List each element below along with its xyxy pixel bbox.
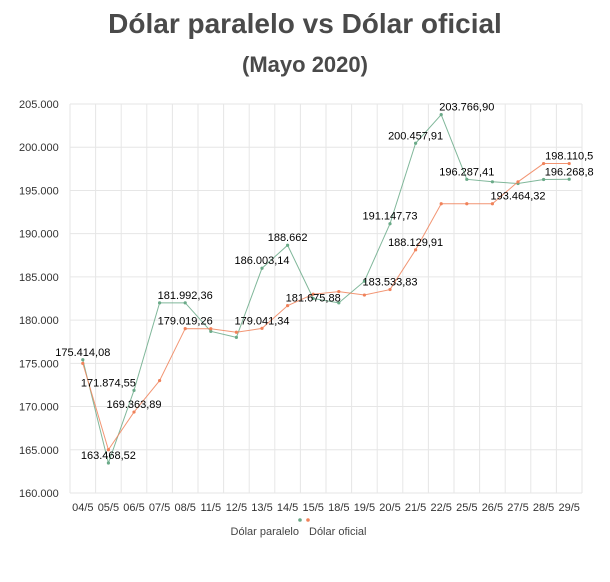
data-label: 198.110,5 [545, 151, 593, 163]
series-line-0 [82, 113, 570, 465]
y-tick-label: 170.000 [19, 402, 59, 414]
x-tick-label: 28/5 [533, 502, 554, 514]
y-tick-label: 175.000 [19, 358, 59, 370]
data-label: 171.874,55 [81, 377, 136, 389]
x-tick-label: 19/5 [354, 502, 375, 514]
data-point [439, 113, 443, 117]
x-tick-label: 29/5 [558, 502, 579, 514]
data-point [132, 388, 136, 392]
data-label: 186.003,14 [234, 255, 289, 267]
data-point [542, 177, 546, 182]
data-label: 196.268,8 [545, 166, 594, 178]
y-tick-label: 200.000 [19, 142, 59, 154]
data-point [362, 279, 366, 283]
x-tick-label: 04/5 [72, 502, 93, 514]
x-tick-label: 08/5 [174, 502, 195, 514]
data-point [388, 287, 392, 292]
y-tick-label: 190.000 [19, 229, 59, 241]
chart-title: Dólar paralelo vs Dólar oficial [108, 8, 502, 39]
data-point [465, 177, 469, 181]
data-point [567, 161, 571, 166]
data-label: 183.533,83 [362, 277, 417, 289]
data-point [337, 289, 341, 294]
x-tick-label: 26/5 [482, 502, 503, 514]
data-point [286, 304, 290, 308]
legend-entry: Dólar oficial [309, 526, 366, 538]
data-point [337, 301, 341, 305]
data-point [81, 361, 85, 365]
y-tick-label: 160.000 [19, 488, 59, 500]
data-point [542, 161, 546, 166]
x-tick-label: 13/5 [251, 502, 272, 514]
data-point [209, 327, 213, 331]
legend-marker [306, 518, 310, 522]
data-point [183, 301, 187, 305]
y-tick-label: 180.000 [19, 315, 59, 327]
x-tick-label: 07/5 [149, 502, 170, 514]
x-tick-label: 05/5 [98, 502, 119, 514]
legend-marker [298, 518, 302, 522]
data-label: 179.019,26 [158, 316, 213, 328]
data-label: 175.414,08 [55, 347, 110, 359]
legend-entry: Dólar paralelo [231, 526, 299, 538]
y-tick-label: 195.000 [19, 185, 59, 197]
x-tick-label: 11/5 [201, 502, 222, 514]
x-tick-label: 06/5 [123, 502, 144, 514]
data-point [234, 330, 238, 334]
data-label: 181.992,36 [158, 290, 213, 302]
data-point [490, 180, 494, 184]
data-label: 193.464,32 [490, 191, 545, 203]
data-point [183, 326, 187, 331]
data-point [362, 293, 366, 297]
data-point [158, 379, 162, 383]
data-point [490, 202, 494, 206]
chart-subtitle: (Mayo 2020) [242, 52, 368, 77]
x-tick-label: 18/5 [328, 502, 349, 514]
data-label: 188.129,91 [388, 237, 443, 249]
data-label: 179.041,34 [234, 315, 289, 327]
data-point [81, 358, 85, 362]
data-point [414, 141, 418, 145]
data-point [106, 461, 110, 465]
data-point [311, 292, 315, 296]
data-point [311, 296, 315, 301]
x-tick-label: 25/5 [456, 502, 477, 514]
data-label: 196.287,41 [439, 166, 494, 178]
data-label: 200.457,91 [388, 130, 443, 142]
x-tick-label: 15/5 [302, 502, 323, 514]
x-tick-label: 27/5 [507, 502, 528, 514]
data-point [567, 177, 571, 181]
data-point [209, 329, 213, 333]
data-point [516, 180, 520, 184]
data-point [439, 202, 443, 206]
x-tick-label: 21/5 [405, 502, 426, 514]
data-point [158, 301, 162, 305]
x-tick-label: 12/5 [226, 502, 247, 514]
data-point [414, 248, 418, 252]
x-tick-label: 14/5 [277, 502, 298, 514]
data-label: 203.766,90 [439, 102, 494, 114]
data-label: 181.675,88 [286, 293, 341, 305]
data-point [260, 266, 264, 270]
data-point [286, 243, 290, 247]
data-point [388, 222, 392, 226]
data-point [465, 202, 469, 206]
data-point [234, 335, 238, 339]
y-tick-label: 185.000 [19, 272, 59, 284]
y-tick-label: 205.000 [19, 99, 59, 111]
y-tick-label: 165.000 [19, 445, 59, 457]
data-point [260, 326, 264, 331]
data-label: 191.147,73 [362, 211, 417, 223]
data-point [106, 448, 110, 452]
x-tick-label: 20/5 [379, 502, 400, 514]
data-point [132, 410, 136, 414]
data-label: 188.662 [268, 232, 308, 244]
series-line-1 [82, 163, 570, 451]
data-label: 163.468,52 [81, 450, 136, 462]
data-label: 169.363,89 [106, 399, 161, 411]
x-tick-label: 22/5 [430, 502, 451, 514]
